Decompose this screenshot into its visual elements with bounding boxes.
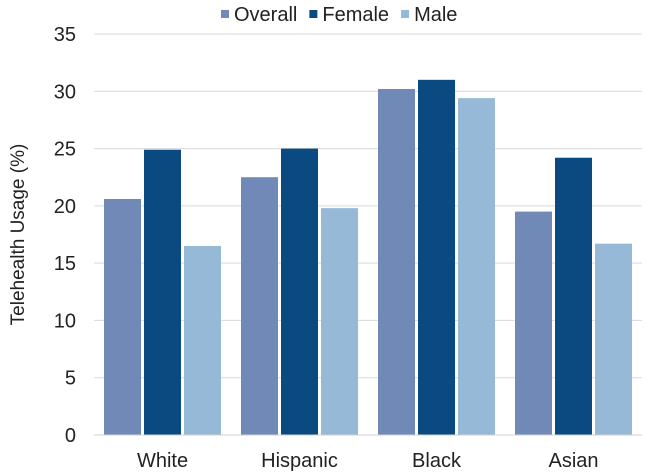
y-tick-label: 20 [54, 196, 76, 218]
y-tick-label: 0 [65, 425, 76, 447]
x-tick-label: Asian [548, 450, 598, 472]
bar-male-hispanic [321, 208, 358, 435]
y-axis-ticks: 0 5 10 15 20 25 30 35 [54, 24, 76, 447]
x-tick-label: Black [412, 450, 462, 472]
y-tick-label: 30 [54, 81, 76, 103]
legend-swatch-female [309, 10, 318, 18]
bars [104, 79, 632, 436]
y-tick-label: 35 [54, 24, 76, 46]
legend: Overall Female Male [221, 4, 457, 26]
x-tick-label: White [137, 450, 188, 472]
bar-overall-black [378, 88, 415, 435]
bar-female-asian [555, 157, 592, 436]
bar-female-black [418, 79, 455, 435]
bar-male-asian [595, 243, 632, 435]
bar-overall-asian [515, 211, 552, 435]
x-axis-ticks: White Hispanic Black Asian [137, 450, 599, 472]
bar-male-white [184, 245, 221, 435]
legend-label-overall: Overall [234, 4, 297, 26]
bar-overall-white [104, 198, 141, 435]
y-tick-label: 15 [54, 253, 76, 275]
y-tick-label: 5 [65, 368, 76, 390]
legend-swatch-male [401, 10, 410, 18]
legend-label-male: Male [414, 4, 457, 26]
y-tick-label: 25 [54, 139, 76, 161]
y-axis-label: Telehealth Usage (%) [8, 144, 29, 326]
y-tick-label: 10 [54, 310, 76, 332]
bar-female-hispanic [281, 148, 318, 436]
legend-label-female: Female [322, 4, 389, 26]
bar-overall-hispanic [241, 177, 278, 435]
bar-female-white [144, 149, 181, 435]
x-tick-label: Hispanic [261, 450, 338, 472]
bar-male-black [458, 98, 495, 435]
legend-swatch-overall [221, 10, 229, 18]
